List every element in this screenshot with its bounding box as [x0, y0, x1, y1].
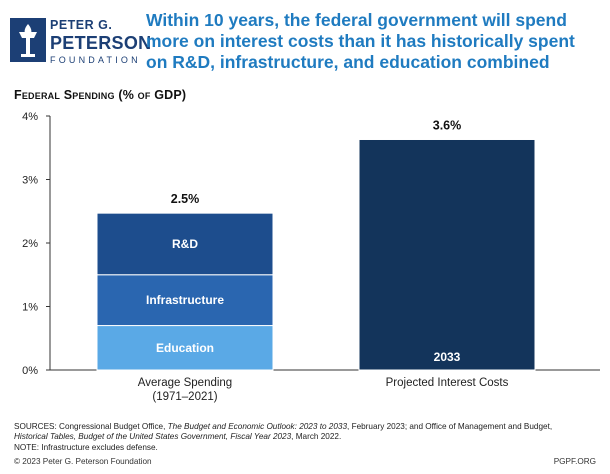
segment-label: R&D [172, 237, 198, 251]
segment-label: Education [156, 341, 214, 355]
site-link[interactable]: PGPF.ORG [553, 457, 596, 466]
y-tick-label: 0% [22, 365, 38, 377]
sources-line-1: SOURCES: Congressional Budget Office, Th… [14, 422, 604, 432]
y-tick-label: 4% [22, 111, 38, 123]
headline: Within 10 years, the federal government … [146, 10, 575, 72]
total-label: 3.6% [433, 118, 462, 132]
copyright: © 2023 Peter G. Peterson Foundation [14, 457, 152, 466]
sources-note-line: NOTE: Infrastructure excludes defense. [14, 442, 158, 452]
bar-segment-r-d [96, 212, 274, 276]
y-tick-label: 2% [22, 238, 38, 250]
sources-note: SOURCES: Congressional Budget Office, Th… [14, 422, 604, 453]
bars [96, 138, 536, 371]
logo-line-2: PETERSON [50, 32, 152, 53]
sources-line2-post: , March 2022. [291, 432, 342, 442]
segment-label: Infrastructure [146, 293, 224, 307]
sources-line1-italic: The Budget and Economic Outlook: 2023 to… [167, 422, 348, 431]
logo-line-1: PETER G. [50, 18, 113, 32]
x-category-label: Average Spending [138, 377, 232, 389]
x-category-sublabel: (1971–2021) [152, 391, 217, 403]
y-axis: 0% 1% 2% 3% 4% [22, 111, 600, 377]
y-tick-label: 1% [22, 302, 38, 314]
labels: Education Infrastructure R&D 2.5% Average Sp… [138, 118, 509, 403]
logo-line-3: FOUNDATION [50, 54, 141, 65]
segment-label: 2033 [434, 350, 461, 364]
sources-line1-post: , February 2023; and Office of Managemen… [347, 422, 553, 431]
logo: PETER G. PETERSON FOUNDATION [8, 10, 158, 70]
total-label: 2.5% [171, 192, 200, 206]
chart-title: Federal Spending (% of GDP) [14, 88, 187, 102]
sources-line2-italic: Historical Tables, Budget of the United … [14, 432, 292, 442]
y-tick-label: 3% [22, 175, 38, 187]
x-category-label: Projected Interest Costs [386, 377, 509, 389]
sources-line-2: Historical Tables, Budget of the United … [14, 432, 604, 442]
bar-segment-2033 [358, 138, 536, 371]
torch-icon [10, 18, 46, 62]
sources-line1-pre: SOURCES: Congressional Budget Office, [14, 422, 168, 431]
